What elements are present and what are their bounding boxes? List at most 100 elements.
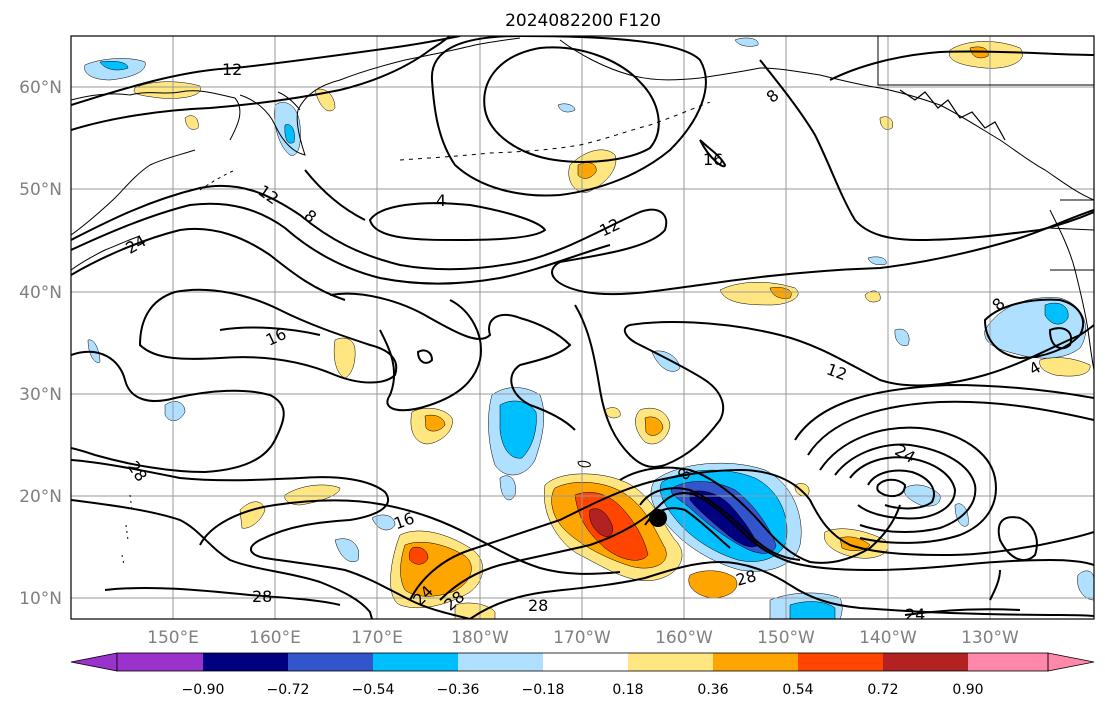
- border-line: [1047, 199, 1094, 271]
- contour-line: [483, 46, 660, 163]
- alaska-coast: [559, 39, 1094, 201]
- colorbar-bin: [288, 653, 373, 671]
- aleutians: [399, 101, 711, 161]
- warm-patch: [184, 115, 199, 130]
- warm-patch: [879, 116, 893, 130]
- contour-line: [699, 139, 727, 168]
- contour-line: [876, 478, 907, 498]
- lon-tick-label: 130°W: [961, 628, 1019, 648]
- colorbar-frame: [116, 652, 1049, 672]
- lon-tick-label: 160°W: [655, 628, 713, 648]
- cool-patch: [557, 103, 576, 113]
- cool-patch: [371, 514, 396, 531]
- coastlines: [71, 36, 1094, 566]
- contour-line: [1048, 327, 1073, 350]
- lon-tick-label: 160°E: [249, 628, 301, 648]
- small-islands: [121, 494, 133, 566]
- contour-line: [104, 586, 341, 606]
- cool-patch: [499, 400, 537, 459]
- contour-label: 28: [528, 596, 548, 615]
- contour-line: [639, 487, 801, 561]
- lat-tick-label: 20°N: [19, 487, 62, 507]
- border-line: [877, 36, 1094, 86]
- cool-patch: [99, 61, 129, 71]
- colorbar-tick-label: −0.36: [437, 682, 480, 698]
- lon-axis: 150°E 160°E 170°E 180°W 170°W 160°W 150°…: [147, 628, 1019, 648]
- map-frame: [70, 35, 1095, 620]
- colorbar-bin: [713, 653, 798, 671]
- japan-south: [71, 235, 141, 271]
- warm-patch: [644, 416, 664, 436]
- cool-patch: [1044, 302, 1069, 325]
- contour-line: [759, 59, 1094, 242]
- contour-line: [71, 350, 285, 474]
- contour-line: [368, 202, 547, 242]
- warm-patch: [424, 414, 446, 432]
- contour-line: [469, 560, 1094, 619]
- colorbar-bin: [968, 653, 1048, 671]
- colorbar: −0.90 −0.72 −0.54 −0.36 −0.18 0.18 0.36 …: [70, 652, 1095, 698]
- contour-label: 24: [905, 605, 925, 624]
- cool-patch: [789, 601, 836, 619]
- warm-patch: [133, 81, 201, 99]
- colorbar-tick-label: 0.54: [782, 682, 813, 698]
- cool-patch: [164, 401, 186, 421]
- lat-tick-label: 10°N: [19, 589, 62, 609]
- colorbar-bin: [203, 653, 288, 671]
- colorbar-tick-label: 0.90: [952, 682, 983, 698]
- na-coast: [1049, 209, 1094, 371]
- contour-line: [199, 499, 621, 575]
- contour-line: [807, 400, 1094, 456]
- contour-line: [71, 184, 1094, 296]
- cool-patch: [1077, 570, 1094, 601]
- contour-line: [409, 468, 1094, 601]
- colorbar-bin: [458, 653, 543, 671]
- contour-label: 16: [703, 150, 723, 169]
- contour-line: [574, 304, 1094, 468]
- contour-line: [71, 202, 611, 285]
- colorbar-tick-label: −0.72: [267, 682, 310, 698]
- contour-line: [329, 292, 576, 431]
- lon-tick-label: 170°E: [351, 628, 403, 648]
- warm-patch: [408, 546, 429, 565]
- contour-line: [379, 299, 482, 412]
- warm-patch: [604, 407, 621, 419]
- cool-patch: [651, 350, 681, 372]
- contour-line: [997, 516, 1038, 561]
- colorbar-bin: [883, 653, 968, 671]
- warm-patch: [589, 508, 613, 537]
- lon-tick-label: 140°W: [859, 628, 917, 648]
- contour-line: [904, 608, 1021, 616]
- contour-line: [819, 426, 997, 544]
- warm-patch: [794, 483, 810, 496]
- hawaii: [577, 460, 591, 468]
- storm-center-marker: [649, 509, 667, 527]
- contour-line: [71, 228, 346, 301]
- warm-patch: [839, 536, 871, 551]
- warm-patch: [333, 337, 356, 379]
- contour-label: 12: [222, 60, 242, 79]
- contour-line: [849, 456, 957, 520]
- colorbar-tick-label: −0.90: [182, 682, 225, 698]
- contour-label: 4: [436, 191, 446, 210]
- contour-line: [416, 349, 434, 364]
- lat-tick-label: 40°N: [19, 283, 62, 303]
- map-panel: 12 12 8 24 4 8 16 12 16 8 12 28 16 24 28…: [70, 35, 1095, 624]
- contour-line: [71, 499, 373, 619]
- alaska-islands: [899, 89, 1006, 141]
- colorbar-tick-label: −0.18: [522, 682, 565, 698]
- kamchatka-coast: [239, 37, 521, 156]
- cool-patch: [894, 328, 910, 346]
- cool-patch: [867, 256, 887, 265]
- contour-line: [794, 383, 1094, 441]
- contour-line: [304, 169, 366, 221]
- colorbar-bin: [117, 653, 203, 671]
- lat-tick-label: 60°N: [19, 78, 62, 98]
- colorbar-max-extend: [1047, 652, 1095, 672]
- lat-tick-label: 30°N: [19, 385, 62, 405]
- contour-line: [71, 459, 471, 619]
- cool-patch: [284, 124, 295, 144]
- warm-patch: [1039, 357, 1091, 377]
- warm-patch: [864, 290, 881, 303]
- kuril-islands: [199, 169, 236, 191]
